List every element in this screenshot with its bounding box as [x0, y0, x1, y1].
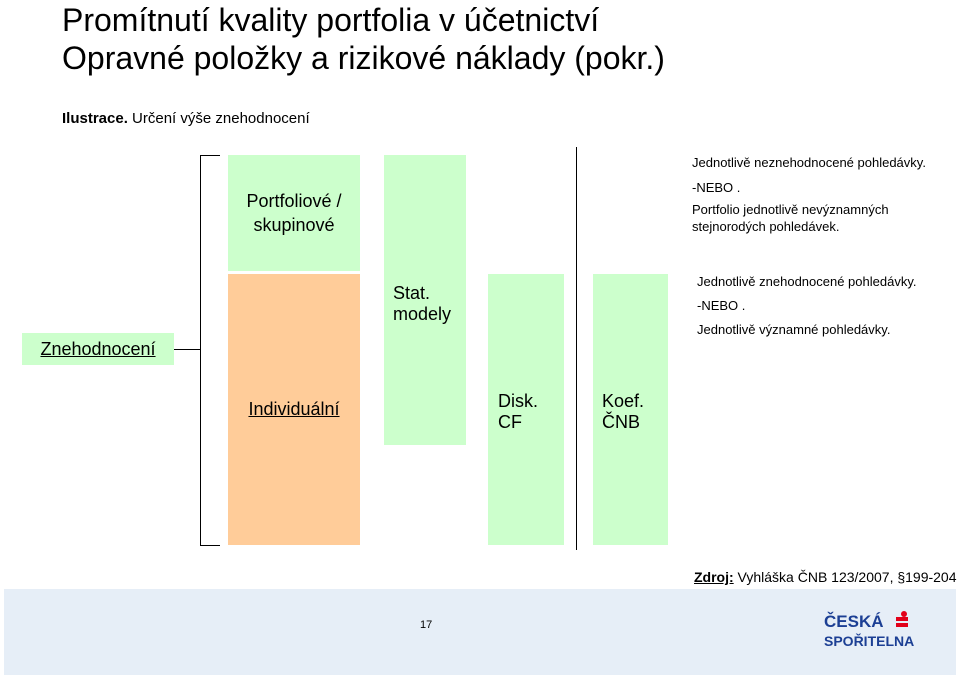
source-line: Zdroj: Vyhláška ČNB 123/2007, §199-204: [694, 569, 957, 585]
stat-label-line2: modely: [393, 304, 452, 324]
bottom-note-3: Jednotlivě významné pohledávky.: [697, 322, 891, 337]
ceska-sporitelna-logo: ČESKÁ SPOŘITELNA: [824, 610, 914, 650]
cnb-coefficient-column: [593, 274, 668, 545]
individual-label: Individuální: [248, 399, 340, 419]
bracket-vertical: [200, 155, 201, 545]
separator-line: [576, 147, 577, 550]
disk-label-line1: Disk.: [498, 391, 538, 411]
stat-models-column: [384, 155, 466, 445]
top-note-4: stejnorodých pohledávek.: [692, 219, 840, 234]
portfolio-label-line2: skupinové: [253, 215, 335, 235]
illustration-caption: Ilustrace. Určení výše znehodnocení: [62, 110, 310, 128]
individual-box: Individuální: [228, 274, 360, 545]
illustration-text: Určení výše znehodnocení: [127, 110, 310, 127]
portfolio-label-line1: Portfoliové /: [246, 191, 342, 211]
footer-band: [4, 589, 956, 675]
stat-label-line1: Stat.: [393, 283, 431, 303]
bracket-top: [200, 155, 220, 156]
bottom-note-1: Jednotlivě znehodnocené pohledávky.: [697, 274, 917, 289]
page-number: 17: [420, 619, 433, 631]
logo-mark-icon: [896, 611, 908, 627]
koef-label-line2: ČNB: [602, 412, 641, 432]
top-note-3: Portfolio jednotlivě nevýznamných: [692, 202, 889, 217]
portfolio-box: Portfoliové / skupinové: [228, 155, 360, 271]
bracket-connector: [174, 349, 200, 350]
koef-label-line1: Koef.: [602, 391, 645, 411]
source-label: Zdroj:: [694, 569, 734, 585]
logo-text-line1: ČESKÁ: [824, 612, 884, 631]
logo-text-line2: SPOŘITELNA: [824, 632, 914, 649]
impairment-box: Znehodnocení: [22, 333, 174, 365]
impairment-label: Znehodnocení: [40, 338, 156, 359]
top-note-1: Jednotlivě neznehodnocené pohledávky.: [692, 155, 926, 170]
slide-title: Promítnutí kvality portfolia v účetnictv…: [62, 2, 600, 38]
bracket-bottom: [200, 545, 220, 546]
slide-subtitle: Opravné položky a rizikové náklady (pokr…: [62, 40, 665, 76]
bottom-note-2: -NEBO .: [697, 298, 746, 313]
top-note-2: -NEBO .: [692, 180, 741, 195]
source-text: Vyhláška ČNB 123/2007, §199-204: [733, 569, 957, 585]
logo-graphic: ČESKÁ SPOŘITELNA: [824, 611, 914, 649]
disk-label-line2: CF: [498, 412, 522, 432]
discounted-cf-column: [488, 274, 564, 545]
illustration-label: Ilustrace.: [62, 110, 128, 127]
